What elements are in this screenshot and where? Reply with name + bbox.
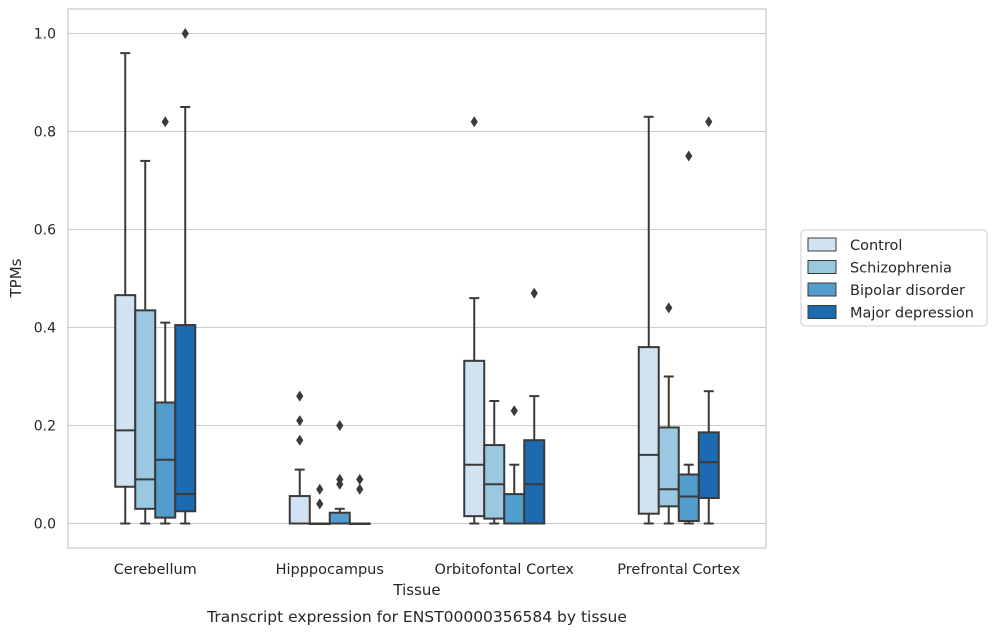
y-tick-label: 0.4: [34, 321, 56, 337]
outlier-point: [685, 150, 693, 162]
outlier-point: [356, 483, 364, 495]
box-bipolar-disorder: [154, 116, 177, 525]
outlier-point: [296, 434, 304, 446]
y-tick-labels: 0.0 0.2 0.4 0.6 0.8 1.0: [34, 27, 56, 533]
outlier-point: [316, 483, 324, 495]
box-schizophrenia: [134, 159, 157, 525]
box-body: [174, 324, 197, 513]
box-control: [463, 116, 486, 525]
legend: Control Schizophrenia Bipolar disorder Majo…: [800, 229, 988, 327]
box-body: [503, 493, 526, 525]
y-tick-label: 0.6: [34, 223, 56, 239]
box-schizophrenia: [308, 483, 331, 525]
box-marks: [114, 28, 720, 525]
legend-swatch: [807, 237, 837, 252]
box-major-depression: [523, 287, 546, 525]
y-axis-label: TPMs: [7, 258, 25, 298]
box-major-depression: [697, 116, 720, 525]
outlier-point: [161, 116, 169, 128]
box-body: [288, 495, 311, 525]
legend-swatch: [807, 305, 837, 319]
outlier-point: [665, 302, 673, 314]
box-body: [637, 346, 660, 515]
legend-label: Control: [850, 238, 902, 254]
outlier-point: [336, 473, 344, 485]
outlier-point: [296, 390, 304, 402]
box-body: [328, 511, 351, 525]
outlier-point: [336, 420, 344, 431]
box-body: [677, 473, 700, 523]
box-body: [483, 444, 506, 520]
outlier-point: [510, 405, 518, 417]
x-tick-label: Prefrontal Cortex: [617, 562, 740, 578]
box-control: [637, 115, 660, 525]
outlier-point: [356, 473, 364, 485]
box-control: [288, 390, 311, 525]
box-major-depression: [174, 28, 197, 525]
x-axis-label: Tissue: [392, 581, 440, 599]
box-schizophrenia: [483, 400, 506, 525]
y-tick-label: 1.0: [34, 27, 56, 43]
y-tick-label: 0.0: [34, 517, 56, 533]
outlier-point: [530, 287, 538, 299]
box-schizophrenia: [657, 302, 680, 525]
outlier-point: [470, 116, 478, 128]
legend-label: Bipolar disorder: [850, 283, 965, 299]
y-tick-label: 0.8: [34, 125, 56, 141]
box-body: [114, 294, 137, 488]
legend-label: Major depression: [850, 306, 974, 322]
legend-swatch: [807, 282, 837, 297]
box-body: [463, 359, 486, 518]
legend-label: Schizophrenia: [850, 261, 952, 277]
chart-caption: Transcript expression for ENST0000035658…: [206, 608, 627, 626]
outlier-point: [181, 28, 189, 39]
box-bipolar-disorder: [677, 150, 700, 525]
box-bipolar-disorder: [328, 420, 351, 525]
outlier-point: [296, 415, 304, 427]
x-tick-labels: Cerebellum Hipppocampus Orbitofontal Corte…: [114, 562, 741, 578]
legend-frame: [800, 229, 988, 327]
box-major-depression: [348, 473, 371, 525]
legend-swatch: [807, 260, 837, 274]
x-tick-label: Orbitofontal Cortex: [435, 562, 575, 578]
box-body: [657, 426, 680, 508]
plot-frame: [67, 8, 767, 549]
box-body: [697, 431, 720, 500]
x-tick-label: Cerebellum: [114, 562, 197, 578]
box-body: [523, 439, 546, 525]
outlier-point: [705, 116, 713, 128]
y-tick-label: 0.2: [34, 419, 56, 435]
outlier-point: [316, 498, 324, 510]
x-tick-label: Hipppocampus: [276, 562, 384, 578]
